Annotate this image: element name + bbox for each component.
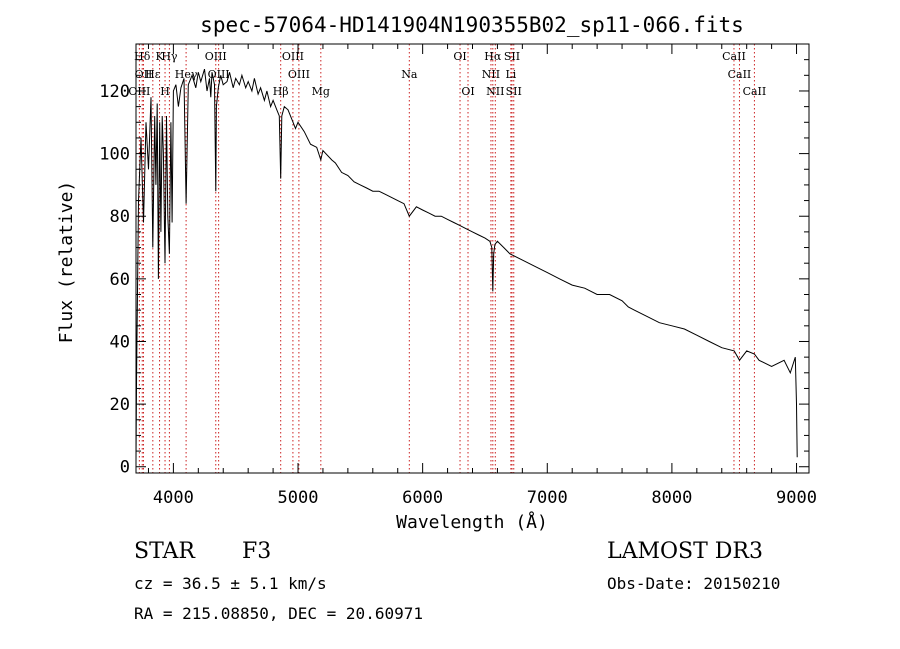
x-axis-label: Wavelength (Å) (396, 511, 548, 533)
line-label: OI (453, 50, 466, 63)
chart-title: spec-57064-HD141904N190355B02_sp11-066.f… (200, 13, 744, 37)
x-axis: 4000 5000 6000 7000 8000 9000 (147, 44, 817, 508)
survey-name: LAMOST DR3 (607, 539, 763, 564)
line-label: OIII (288, 68, 310, 81)
line-label: OIII (205, 50, 227, 63)
line-label: OIII (128, 85, 150, 98)
line-label: Hβ (273, 85, 289, 98)
y-tick-label: 120 (99, 82, 130, 102)
y-tick-label: 0 (120, 458, 130, 478)
line-label: Li (505, 68, 516, 81)
x-tick-label: 9000 (776, 488, 817, 508)
line-label: Na (401, 68, 418, 81)
coordinates: RA = 215.08850, DEC = 20.60971 (134, 604, 423, 623)
x-tick-label: 6000 (402, 488, 443, 508)
line-label: NII (486, 85, 504, 98)
line-label: NII (482, 68, 500, 81)
line-label: CaII (743, 85, 767, 98)
line-label: OIII (208, 68, 230, 81)
x-tick-label: 7000 (527, 488, 568, 508)
y-axis-label: Flux (relative) (56, 181, 77, 344)
redshift-cz: cz = 36.5 ± 5.1 km/s (134, 574, 327, 593)
y-tick-label: 40 (110, 332, 130, 352)
line-label: H (160, 85, 170, 98)
line-label: Mg (312, 85, 330, 98)
line-labels: OIIIHδOIIHεKHHγHeγOIIIOIIIHβOIIIOIIIMgNa… (128, 50, 766, 98)
line-label: OII (135, 68, 153, 81)
x-tick-label: 4000 (153, 488, 194, 508)
spectrum-line (135, 68, 798, 461)
line-label: Hα (484, 50, 502, 63)
line-label: SII (506, 85, 522, 98)
line-label: Hγ (161, 50, 178, 63)
plot-frame (135, 43, 810, 474)
line-markers (138, 44, 755, 473)
line-label: CaII (722, 50, 746, 63)
line-label: Heγ (175, 68, 198, 81)
line-label: CaII (728, 68, 752, 81)
line-label: K (155, 50, 164, 63)
object-subclass: F3 (242, 539, 272, 564)
y-axis: 0 20 40 60 80 100 120 (99, 59, 809, 478)
observation-date: Obs-Date: 20150210 (607, 574, 781, 593)
y-tick-label: 20 (110, 395, 130, 415)
line-label: Hδ (134, 50, 151, 63)
x-tick-label: 5000 (278, 488, 319, 508)
line-label: SII (504, 50, 520, 63)
line-label: OIII (282, 50, 304, 63)
y-tick-label: 80 (110, 207, 130, 227)
line-label: OI (461, 85, 474, 98)
y-tick-label: 60 (110, 270, 130, 290)
object-class: STAR (134, 539, 195, 564)
y-tick-label: 100 (99, 145, 130, 165)
line-label: Hε (145, 68, 161, 81)
x-tick-label: 8000 (651, 488, 692, 508)
